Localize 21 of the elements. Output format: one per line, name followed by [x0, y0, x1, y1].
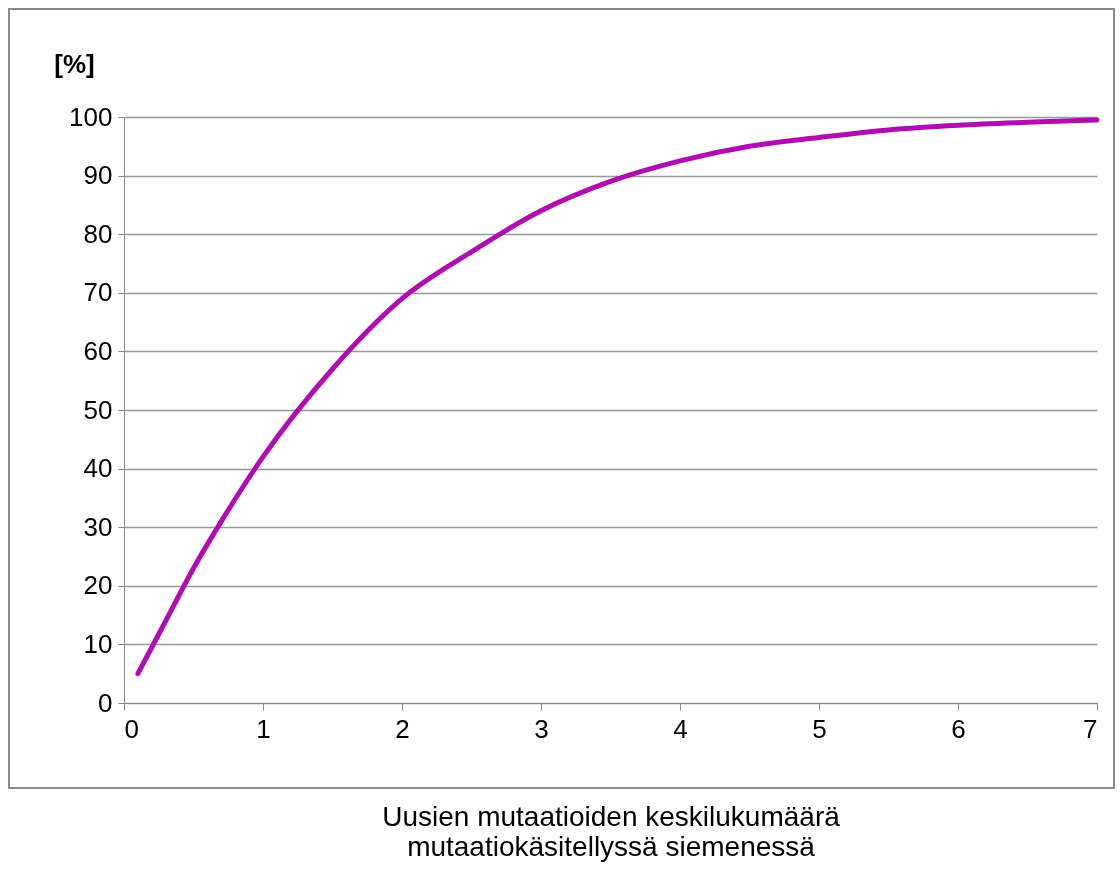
y-tick-label: 20 — [83, 570, 113, 601]
x-tick-label: 2 — [395, 713, 410, 744]
y-tick-label: 70 — [83, 277, 113, 308]
x-tick-label: 4 — [673, 713, 688, 744]
y-axis-title: [%] — [54, 48, 95, 79]
x-tick-label: 6 — [951, 713, 966, 744]
y-tick-label: 80 — [83, 218, 113, 249]
y-tick-label: 60 — [83, 335, 113, 366]
y-tick-label: 100 — [69, 101, 113, 132]
x-tick-label: 1 — [256, 713, 271, 744]
y-tick-label: 0 — [98, 687, 113, 718]
y-tick-label: 50 — [83, 394, 113, 425]
y-tick-label: 40 — [83, 453, 113, 484]
x-tick-label: 7 — [1083, 713, 1098, 744]
x-axis-title: Uusien mutaatioiden keskilukumäärä mutaatiokäsitellyssä siemenessä — [382, 800, 841, 862]
x-tick-label: 3 — [534, 713, 549, 744]
x-tick-label: 5 — [812, 713, 827, 744]
y-tick-label: 30 — [83, 511, 113, 542]
y-tick-label: 90 — [83, 160, 113, 191]
y-tick-label: 10 — [83, 628, 113, 659]
x-tick-label: 0 — [124, 713, 139, 744]
